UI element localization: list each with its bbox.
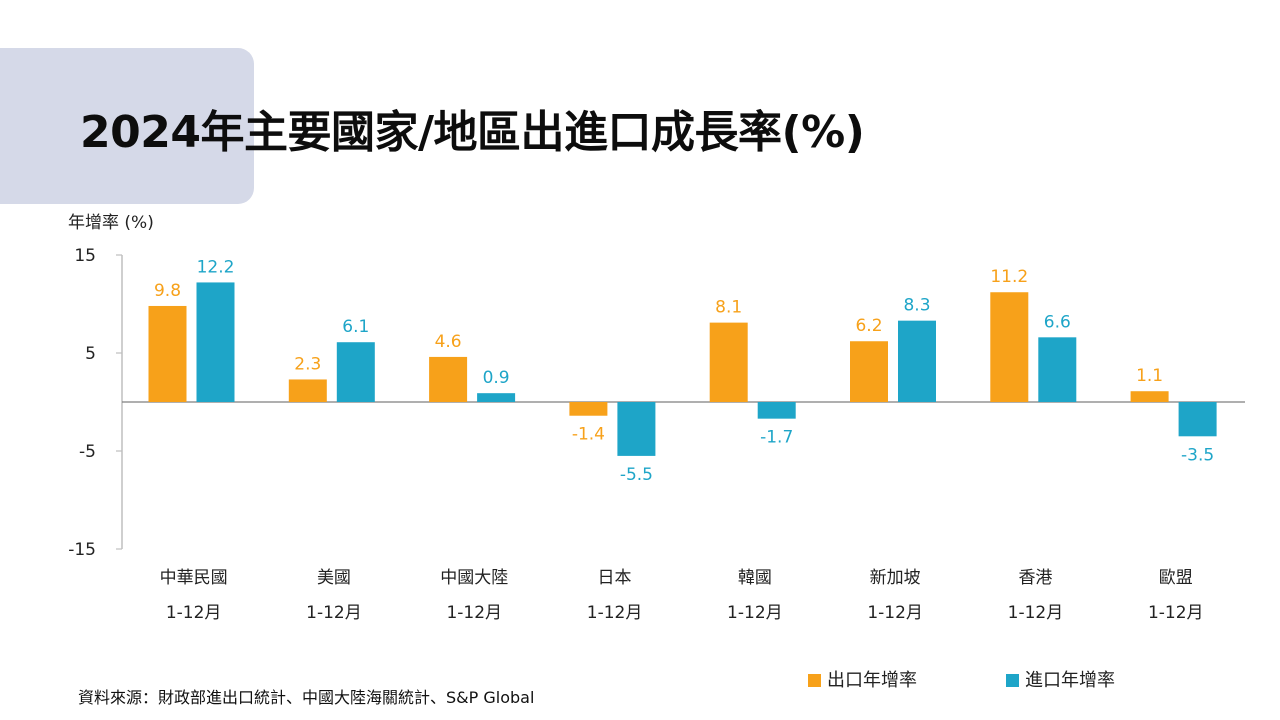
bar-import — [477, 393, 516, 402]
bar-export — [990, 292, 1029, 402]
data-label-import: -5.5 — [620, 465, 653, 485]
bar-export — [288, 379, 327, 402]
bar-export — [569, 402, 608, 416]
bar-import — [1038, 337, 1077, 402]
data-label-export: 2.3 — [294, 354, 321, 374]
y-tick-label: 15 — [74, 246, 96, 266]
bar-export — [148, 305, 187, 402]
data-label-import: 8.3 — [903, 296, 930, 316]
bar-import — [617, 402, 656, 456]
category-period-label: 1-12月 — [166, 603, 222, 623]
bar-export — [429, 356, 468, 402]
data-label-import: 12.2 — [197, 257, 235, 277]
category-label: 美國 — [317, 568, 351, 588]
page-title: 2024年主要國家/地區出進口成長率(%) — [80, 107, 865, 158]
category-period-label: 1-12月 — [306, 603, 362, 623]
y-tick-label: -15 — [68, 540, 96, 560]
legend-item-import: 進口年增率 — [1006, 666, 1115, 692]
bar-export — [1130, 391, 1169, 402]
bar-export — [709, 322, 748, 402]
data-label-export: 6.2 — [855, 316, 882, 336]
category-period-label: 1-12月 — [1148, 603, 1204, 623]
data-label-import: 0.9 — [483, 368, 510, 388]
category-period-label: 1-12月 — [1008, 603, 1064, 623]
data-label-export: -1.4 — [572, 425, 605, 445]
category-period-label: 1-12月 — [446, 603, 502, 623]
category-label: 中華民國 — [160, 568, 228, 588]
legend-label-export: 出口年增率 — [827, 670, 917, 691]
legend-label-import: 進口年增率 — [1025, 670, 1115, 691]
y-tick-label: 5 — [85, 344, 96, 364]
bar-import — [898, 320, 936, 402]
category-label: 中國大陸 — [440, 568, 508, 588]
y-axis-label: 年增率 (%) — [68, 213, 154, 233]
y-tick-label: -5 — [79, 442, 96, 462]
category-label: 香港 — [1018, 568, 1052, 588]
category-period-label: 1-12月 — [587, 603, 643, 623]
category-label: 歐盟 — [1159, 568, 1193, 588]
source-note: 資料來源：財政部進出口統計、中國大陸海關統計、S&P Global — [78, 688, 535, 707]
data-label-import: 6.1 — [342, 317, 369, 337]
category-label: 韓國 — [738, 568, 772, 588]
bar-import — [757, 402, 796, 419]
data-label-export: 4.6 — [435, 332, 462, 352]
data-label-export: 11.2 — [990, 267, 1028, 287]
category-period-label: 1-12月 — [867, 603, 923, 623]
data-label-export: 8.1 — [715, 298, 742, 318]
data-label-import: -1.7 — [760, 428, 793, 448]
bar-import — [1178, 402, 1217, 437]
title-background — [0, 48, 254, 204]
legend-swatch-import — [1006, 674, 1019, 687]
legend-swatch-export — [808, 674, 821, 687]
category-period-label: 1-12月 — [727, 603, 783, 623]
bar-import — [196, 282, 235, 402]
data-label-import: -3.5 — [1181, 445, 1214, 465]
legend-item-export: 出口年增率 — [808, 666, 917, 692]
bar-import — [336, 342, 375, 402]
data-label-import: 6.6 — [1044, 312, 1071, 332]
category-label: 新加坡 — [870, 568, 921, 588]
data-label-export: 9.8 — [154, 281, 181, 301]
bar-export — [850, 341, 888, 402]
category-label: 日本 — [598, 568, 632, 588]
data-label-export: 1.1 — [1136, 366, 1163, 386]
